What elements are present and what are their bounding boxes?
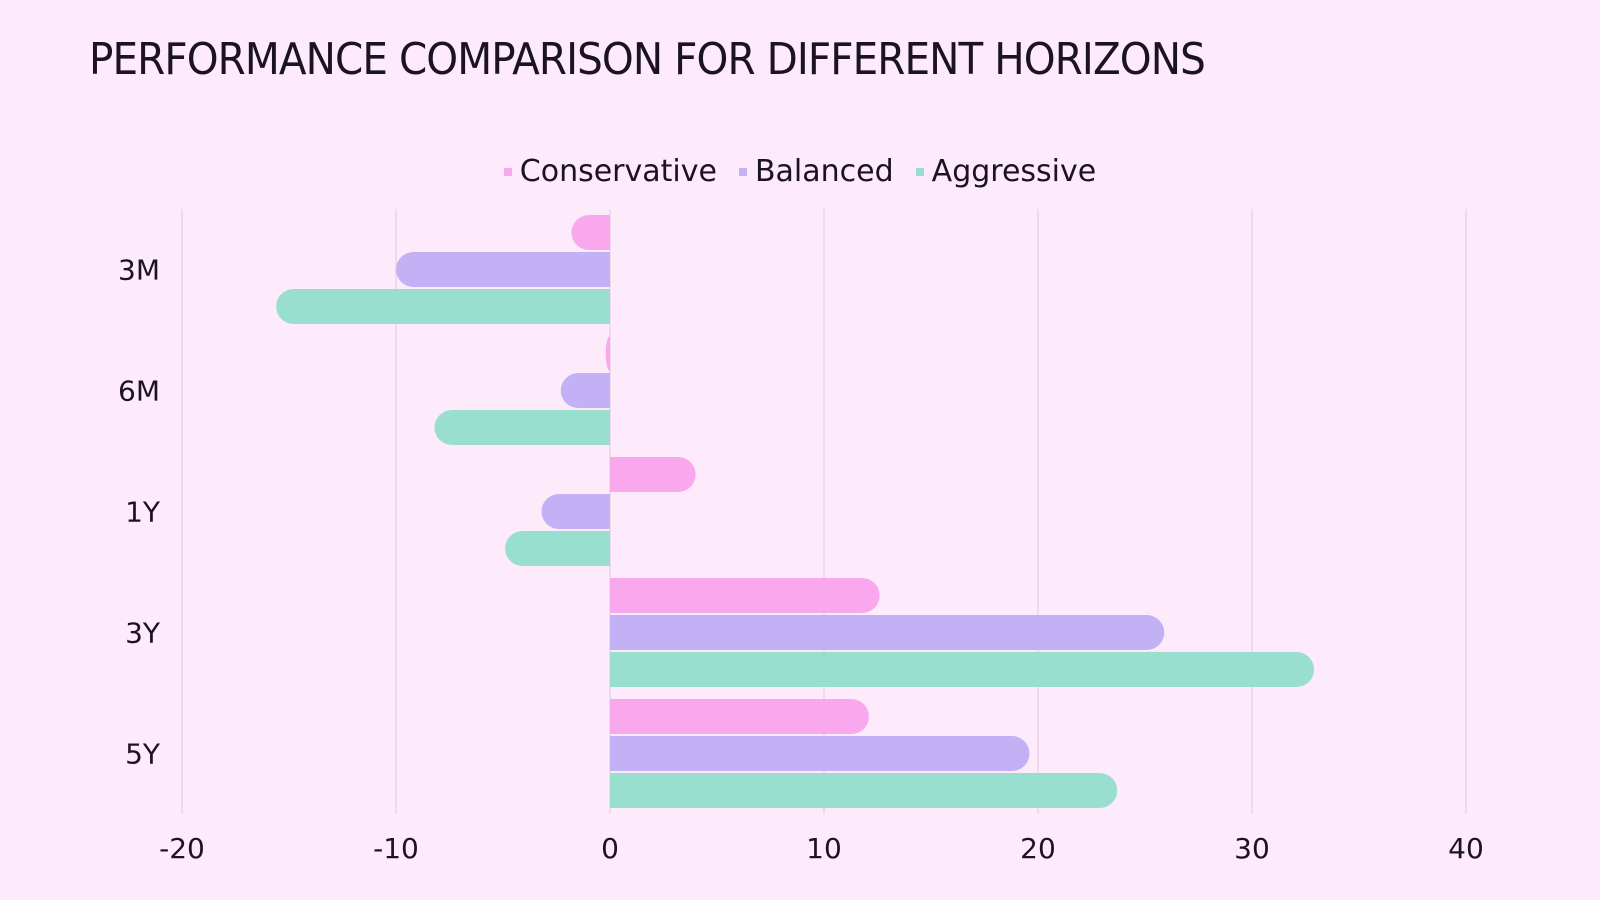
x-tick-label: 40 [1448, 832, 1484, 865]
x-tick-label: 10 [806, 832, 842, 865]
category-label: 6M [118, 375, 160, 408]
bar-aggressive-5y [610, 773, 1118, 808]
bar-balanced-6m [560, 373, 610, 408]
category-label: 5Y [125, 738, 161, 771]
bar-aggressive-6m [434, 410, 610, 445]
bar-conservative-6m [605, 336, 610, 371]
legend-item-aggressive: Aggressive [915, 154, 1097, 189]
bar-conservative-3y [610, 578, 880, 613]
legend: Conservative Balanced Aggressive [0, 154, 1600, 189]
legend-swatch-balanced [738, 167, 747, 176]
legend-item-conservative: Conservative [503, 154, 717, 189]
x-tick-label: 20 [1020, 832, 1056, 865]
bar-aggressive-3m [276, 289, 610, 324]
legend-label-balanced: Balanced [754, 154, 894, 189]
legend-swatch-aggressive [915, 167, 924, 176]
bar-conservative-5y [610, 699, 869, 734]
bar-conservative-1y [610, 457, 696, 492]
category-labels: 3M 6M 1Y 3Y 5Y [118, 254, 161, 771]
bar-conservative-3m [571, 215, 610, 250]
legend-item-balanced: Balanced [738, 154, 894, 189]
category-label: 1Y [125, 496, 161, 529]
x-tick-label: -20 [159, 832, 205, 865]
category-label: 3M [118, 254, 160, 287]
bars [276, 215, 1315, 808]
legend-label-aggressive: Aggressive [931, 154, 1097, 189]
bar-balanced-3y [610, 615, 1165, 650]
bar-aggressive-3y [610, 652, 1315, 687]
bar-balanced-5y [610, 736, 1030, 771]
bar-aggressive-1y [505, 531, 610, 566]
x-tick-label: 30 [1234, 832, 1270, 865]
bar-balanced-1y [541, 494, 610, 529]
legend-label-conservative: Conservative [519, 154, 717, 189]
x-tick-labels: -20 -10 0 10 20 30 40 [159, 832, 1484, 865]
x-tick-label: 0 [601, 832, 619, 865]
bar-balanced-3m [396, 252, 610, 287]
legend-swatch-conservative [503, 167, 512, 176]
x-tick-label: -10 [373, 832, 419, 865]
category-label: 3Y [125, 617, 161, 650]
chart-title: PERFORMANCE COMPARISON FOR DIFFERENT HOR… [89, 34, 1206, 85]
